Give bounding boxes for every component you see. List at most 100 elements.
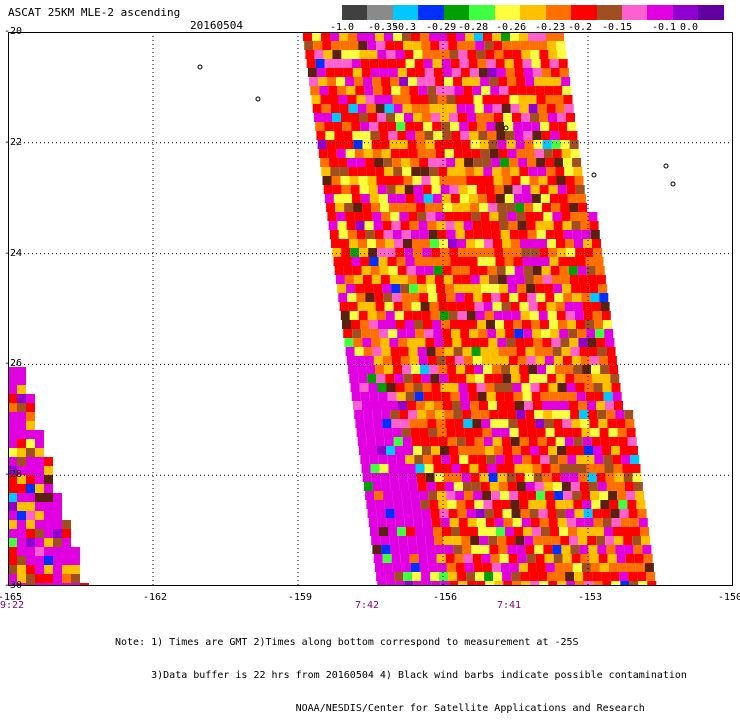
swath-cell bbox=[592, 374, 602, 383]
legend-swatch bbox=[571, 5, 597, 20]
swath-cell bbox=[360, 59, 370, 68]
swath-cell bbox=[319, 86, 329, 95]
swath-cell bbox=[524, 203, 534, 212]
swath-cell bbox=[527, 491, 537, 500]
swath-cell bbox=[637, 509, 647, 518]
swath-cell bbox=[568, 464, 578, 473]
swath-cell bbox=[491, 158, 501, 167]
swath-cell bbox=[578, 473, 588, 482]
swath-cell bbox=[476, 581, 486, 586]
swath-cell bbox=[458, 113, 467, 122]
swath-cell bbox=[367, 509, 377, 518]
swath-cell bbox=[647, 581, 657, 586]
swath-cell bbox=[624, 545, 634, 554]
swath-cell bbox=[520, 311, 530, 320]
swath-cell bbox=[517, 221, 527, 230]
swath-cell bbox=[540, 59, 550, 68]
swath-cell bbox=[303, 32, 312, 41]
swath-cell bbox=[323, 185, 333, 194]
swath-cell bbox=[398, 275, 408, 284]
swath-cell bbox=[436, 356, 446, 365]
swath-cell bbox=[366, 167, 376, 176]
swath-cell bbox=[434, 473, 444, 482]
swath-cell bbox=[403, 374, 413, 383]
swath-cell bbox=[600, 500, 610, 509]
swath-cell bbox=[604, 329, 614, 338]
swath-cell bbox=[468, 392, 478, 401]
swath-cell bbox=[610, 509, 620, 518]
swath-cell bbox=[646, 572, 656, 581]
swath-cell bbox=[414, 392, 424, 401]
swath-cell bbox=[557, 383, 567, 392]
swath-cell bbox=[493, 572, 503, 581]
swath-cell bbox=[525, 77, 535, 86]
swath-cell bbox=[598, 419, 608, 428]
swath-cell bbox=[368, 383, 378, 392]
swath-cell bbox=[338, 158, 348, 167]
swath-cell bbox=[559, 527, 568, 536]
swath-cell bbox=[461, 275, 471, 284]
swath-cell bbox=[602, 446, 611, 455]
swath-cell bbox=[510, 104, 520, 113]
swath-cell bbox=[445, 86, 455, 95]
swath-cell bbox=[506, 140, 516, 149]
swath-cell bbox=[396, 392, 406, 401]
swath-cell bbox=[450, 257, 460, 266]
swath-cell bbox=[534, 482, 544, 491]
swath-cell bbox=[365, 95, 375, 104]
swath-cell bbox=[509, 230, 519, 239]
swath-cell bbox=[357, 365, 367, 374]
swath-cell bbox=[516, 212, 526, 221]
swath-cell bbox=[459, 194, 469, 203]
swath-cell bbox=[543, 347, 553, 356]
swath-cell bbox=[425, 401, 434, 410]
swath-cell bbox=[487, 464, 497, 473]
swath-cell bbox=[470, 275, 480, 284]
swath-cell bbox=[513, 257, 523, 266]
swath-cell bbox=[512, 248, 522, 257]
swath-cell bbox=[546, 32, 555, 41]
legend-label: -0.2 bbox=[568, 22, 593, 33]
swath-cell bbox=[574, 374, 584, 383]
swath-cell bbox=[455, 95, 465, 104]
swath-cell bbox=[548, 50, 558, 59]
swath-cell bbox=[26, 412, 35, 421]
longitude-label: -153 bbox=[578, 592, 603, 603]
swath-cell bbox=[507, 347, 517, 356]
swath-cell bbox=[340, 311, 350, 320]
swath-cell bbox=[590, 293, 600, 302]
swath-cell bbox=[510, 500, 520, 509]
swath-cell bbox=[368, 185, 378, 194]
swath-cell bbox=[507, 149, 517, 158]
swath-cell bbox=[459, 59, 469, 68]
swath-cell bbox=[405, 320, 414, 329]
longitude-label: -159 bbox=[288, 592, 313, 603]
swath-cell bbox=[435, 410, 445, 419]
swath-cell bbox=[434, 275, 444, 284]
swath-cell bbox=[605, 401, 614, 410]
swath-cell bbox=[356, 230, 366, 239]
legend-swatch bbox=[494, 5, 521, 20]
swath-cell bbox=[345, 212, 355, 221]
swath-cell bbox=[359, 185, 369, 194]
swath-cell bbox=[532, 68, 542, 77]
swath-cell bbox=[580, 419, 590, 428]
swath-cell bbox=[453, 347, 463, 356]
swath-cell bbox=[575, 581, 585, 586]
swath-cell bbox=[426, 482, 436, 491]
swath-cell bbox=[479, 275, 489, 284]
swath-cell bbox=[524, 140, 534, 149]
swath-cell bbox=[506, 203, 516, 212]
swath-cell bbox=[513, 320, 522, 329]
swath-cell bbox=[430, 176, 440, 185]
swath-cell bbox=[523, 131, 533, 140]
swath-cell bbox=[521, 383, 531, 392]
swath-cell bbox=[443, 338, 453, 347]
swath-cell bbox=[620, 446, 629, 455]
swath-cell bbox=[316, 68, 326, 77]
swath-cell bbox=[420, 32, 429, 41]
swath-cell bbox=[611, 581, 621, 586]
swath-cell bbox=[583, 311, 593, 320]
swath-cell bbox=[431, 518, 441, 527]
swath-cell bbox=[533, 536, 543, 545]
